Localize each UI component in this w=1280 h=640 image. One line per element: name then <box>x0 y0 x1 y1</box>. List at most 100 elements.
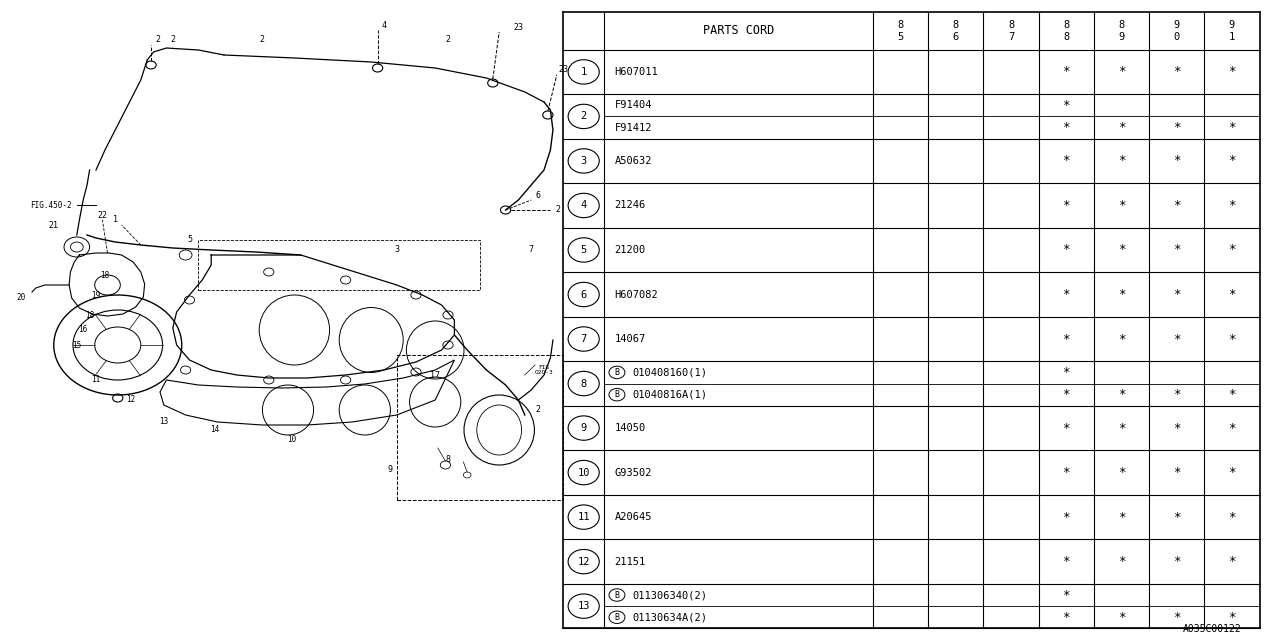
Text: 12: 12 <box>577 557 590 566</box>
Text: *: * <box>1117 388 1125 401</box>
Text: 5: 5 <box>187 236 192 244</box>
Text: 15: 15 <box>72 340 82 349</box>
Text: 12: 12 <box>125 396 136 404</box>
Text: F91404: F91404 <box>614 100 652 110</box>
Text: 14050: 14050 <box>614 423 645 433</box>
Text: 9: 9 <box>581 423 586 433</box>
Text: 2: 2 <box>581 111 586 122</box>
Text: *: * <box>1228 466 1235 479</box>
Text: 3: 3 <box>581 156 586 166</box>
Text: *: * <box>1172 422 1180 435</box>
Text: B: B <box>614 390 620 399</box>
Text: 8: 8 <box>1119 20 1125 29</box>
Text: *: * <box>1228 422 1235 435</box>
Text: *: * <box>1062 388 1070 401</box>
Text: *: * <box>1062 422 1070 435</box>
Text: 14: 14 <box>210 426 220 435</box>
Text: 10: 10 <box>577 468 590 477</box>
Text: A035C00122: A035C00122 <box>1183 623 1242 634</box>
Text: 18: 18 <box>84 310 95 319</box>
Text: *: * <box>1172 288 1180 301</box>
Text: *: * <box>1172 243 1180 257</box>
Text: *: * <box>1172 611 1180 624</box>
Text: 19: 19 <box>91 291 101 300</box>
Text: *: * <box>1062 611 1070 624</box>
Text: 4: 4 <box>381 22 387 31</box>
Text: 5: 5 <box>897 31 904 42</box>
Text: 23: 23 <box>513 24 524 33</box>
Bar <box>397 355 563 500</box>
Text: 8: 8 <box>1064 31 1069 42</box>
Text: *: * <box>1172 388 1180 401</box>
Text: 7: 7 <box>581 334 586 344</box>
Text: 01130634A(2): 01130634A(2) <box>632 612 708 622</box>
Text: 0: 0 <box>1174 31 1180 42</box>
Text: B: B <box>614 612 620 622</box>
Text: 14067: 14067 <box>614 334 645 344</box>
Text: 20: 20 <box>17 292 26 301</box>
Text: *: * <box>1117 243 1125 257</box>
Text: 8: 8 <box>1064 20 1069 29</box>
Text: *: * <box>1062 243 1070 257</box>
Text: *: * <box>1228 154 1235 168</box>
Text: FIG
O2O-3: FIG O2O-3 <box>535 365 553 376</box>
Text: 17: 17 <box>430 371 440 380</box>
Text: 2: 2 <box>155 35 160 45</box>
Text: 5: 5 <box>581 245 586 255</box>
Text: 7: 7 <box>1007 31 1014 42</box>
Text: *: * <box>1228 121 1235 134</box>
Text: 9: 9 <box>1229 20 1235 29</box>
Text: *: * <box>1062 589 1070 602</box>
Text: *: * <box>1172 466 1180 479</box>
Text: *: * <box>1062 65 1070 79</box>
Text: *: * <box>1117 611 1125 624</box>
Text: 21: 21 <box>49 221 59 230</box>
Text: *: * <box>1172 121 1180 134</box>
Text: H607082: H607082 <box>614 289 658 300</box>
Text: 4: 4 <box>581 200 586 211</box>
Text: *: * <box>1117 333 1125 346</box>
Text: *: * <box>1228 199 1235 212</box>
Text: 8: 8 <box>445 456 451 465</box>
Text: 2: 2 <box>260 35 265 45</box>
Text: 21200: 21200 <box>614 245 645 255</box>
Text: 18: 18 <box>100 271 110 280</box>
Text: 2: 2 <box>170 35 175 45</box>
Text: 8: 8 <box>1007 20 1014 29</box>
Text: 2: 2 <box>556 205 561 214</box>
Text: 21246: 21246 <box>614 200 645 211</box>
Text: 9: 9 <box>388 465 393 474</box>
Text: 8: 8 <box>952 20 959 29</box>
Text: 1: 1 <box>1229 31 1235 42</box>
Text: *: * <box>1228 511 1235 524</box>
Text: 11: 11 <box>577 512 590 522</box>
Bar <box>198 240 480 290</box>
Text: *: * <box>1062 511 1070 524</box>
Text: 22: 22 <box>97 211 108 220</box>
Text: F91412: F91412 <box>614 122 652 132</box>
Text: 010408160(1): 010408160(1) <box>632 367 708 378</box>
Text: 11: 11 <box>91 376 101 385</box>
Text: 10: 10 <box>287 435 297 445</box>
Text: *: * <box>1172 555 1180 568</box>
Text: *: * <box>1062 154 1070 168</box>
Text: 6: 6 <box>581 289 586 300</box>
Text: *: * <box>1117 555 1125 568</box>
Text: 2: 2 <box>535 406 540 415</box>
Text: A50632: A50632 <box>614 156 652 166</box>
Text: *: * <box>1062 466 1070 479</box>
Text: 13: 13 <box>577 601 590 611</box>
Text: *: * <box>1228 333 1235 346</box>
Text: PARTS CORD: PARTS CORD <box>703 24 774 37</box>
Text: *: * <box>1172 333 1180 346</box>
Text: *: * <box>1062 99 1070 112</box>
Text: *: * <box>1062 366 1070 379</box>
Text: H607011: H607011 <box>614 67 658 77</box>
Text: *: * <box>1228 243 1235 257</box>
Text: *: * <box>1172 65 1180 79</box>
Text: 1: 1 <box>113 216 118 225</box>
Text: *: * <box>1228 388 1235 401</box>
Text: *: * <box>1062 199 1070 212</box>
Text: *: * <box>1228 611 1235 624</box>
Text: *: * <box>1172 511 1180 524</box>
